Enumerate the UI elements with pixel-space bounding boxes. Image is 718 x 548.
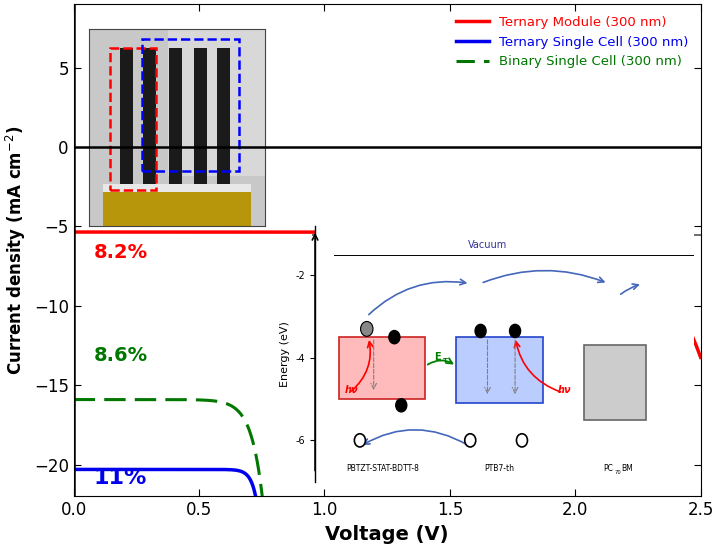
Text: 8.6%: 8.6% [94,346,148,366]
Legend: Ternary Module (300 nm), Ternary Single Cell (300 nm), Binary Single Cell (300 n: Ternary Module (300 nm), Ternary Single … [451,11,694,73]
Y-axis label: Current density (mA cm$^{-2}$): Current density (mA cm$^{-2}$) [4,125,28,375]
X-axis label: Voltage (V): Voltage (V) [325,525,449,544]
Text: 11%: 11% [94,467,147,488]
Text: 8.2%: 8.2% [94,243,148,262]
